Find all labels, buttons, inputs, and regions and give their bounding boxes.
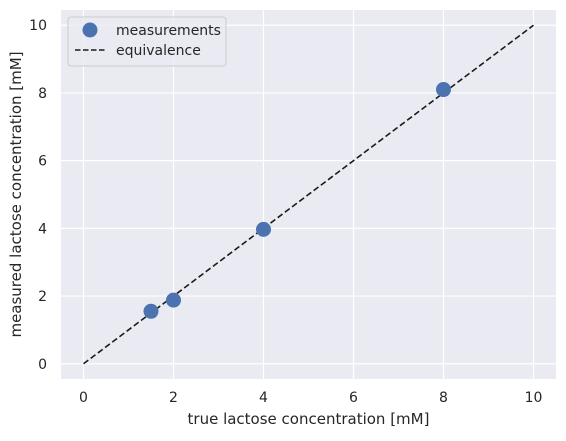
- y-tick-label: 8: [38, 86, 47, 102]
- x-tick-label: 8: [439, 390, 448, 406]
- series-layer: [83, 24, 534, 365]
- legend-label-measurements: measurements: [116, 23, 221, 39]
- y-tick-label: 0: [38, 357, 47, 373]
- equivalence-line: [83, 24, 534, 365]
- y-tick-label: 6: [38, 154, 47, 170]
- y-axis-label: measured lactose concentration [mM]: [7, 51, 25, 337]
- legend-label-equivalence: equivalence: [116, 43, 201, 59]
- legend-marker-measurements: [82, 22, 98, 38]
- measurement-point: [256, 221, 271, 237]
- measurement-point: [436, 82, 451, 98]
- legend: measurements equivalence: [67, 16, 227, 67]
- legend-box: [67, 16, 227, 67]
- y-tick-label: 10: [29, 18, 47, 34]
- measurement-point: [143, 303, 159, 319]
- measurement-point: [166, 292, 181, 308]
- x-tick-label: 10: [525, 390, 543, 406]
- x-tick-label: 6: [349, 390, 358, 406]
- x-tick-label: 4: [259, 390, 268, 406]
- x-tick-label: 2: [169, 390, 178, 406]
- tick-labels: 0 2 4 6 8 10 0 2 4 6 8 10: [29, 18, 542, 406]
- y-tick-label: 2: [38, 289, 47, 305]
- y-tick-label: 4: [38, 221, 47, 237]
- grid-lines: [61, 10, 556, 379]
- x-tick-label: 0: [79, 390, 88, 406]
- x-axis-label: true lactose concentration [mM]: [188, 410, 430, 428]
